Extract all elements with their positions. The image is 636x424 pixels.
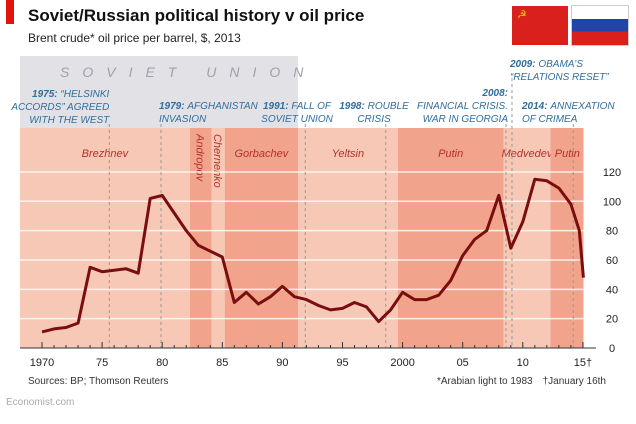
era-band — [298, 128, 398, 348]
russia-flag — [572, 6, 628, 45]
event-annotation: WAR IN GEORGIA — [423, 114, 509, 125]
brand: Economist.com — [6, 397, 75, 408]
event-annotation: INVASION — [159, 114, 207, 125]
footnotes: *Arabian light to 1983 †January 16th — [437, 376, 606, 387]
event-annotation: 1979: AFGHANISTAN — [159, 101, 259, 112]
x-tick-label: 2000 — [390, 357, 414, 369]
x-tick-label: 1970 — [30, 357, 54, 369]
y-tick-label: 100 — [603, 196, 621, 208]
footnote-january: †January 16th — [542, 376, 606, 387]
hammer-sickle-icon: ☭ — [517, 9, 527, 21]
y-tick-label: 40 — [606, 284, 618, 296]
era-label: Brezhnev — [82, 148, 130, 160]
event-annotation: 1998: ROUBLE — [339, 101, 409, 112]
event-annotation: “RELATIONS RESET” — [510, 72, 609, 83]
x-tick-label: 05 — [457, 357, 469, 369]
event-annotation: 1991: FALL OF — [263, 101, 332, 112]
era-label: Gorbachev — [234, 148, 289, 160]
ussr-flag: ☭ — [512, 6, 568, 45]
era-label: Yeltsin — [332, 148, 364, 160]
event-annotation: CRISIS — [357, 114, 391, 125]
era-label: Medvedev — [502, 148, 554, 160]
y-tick-label: 20 — [606, 314, 618, 326]
footnote-arabian: *Arabian light to 1983 — [436, 376, 533, 387]
event-annotation: WITH THE WEST — [29, 115, 110, 126]
band-fade — [583, 128, 593, 348]
era-band — [397, 128, 504, 348]
event-annotation: SOVIET UNION — [261, 114, 333, 125]
event-annotation: ACCORDS” AGREED — [10, 102, 109, 113]
event-annotation: OF CRIMEA — [522, 114, 578, 125]
red-tag — [6, 0, 14, 24]
y-tick-label: 0 — [609, 343, 615, 355]
x-tick-label: 95 — [336, 357, 348, 369]
era-label: Putin — [555, 148, 580, 160]
event-annotation: 1975: “HELSINKI — [32, 89, 109, 100]
event-annotation: 2008: — [481, 88, 508, 99]
y-tick-label: 60 — [606, 255, 618, 267]
x-tick-label: 10 — [517, 357, 529, 369]
era-band — [211, 128, 225, 348]
x-tick-label: 15† — [574, 357, 592, 369]
sources: Sources: BP; Thomson Reuters — [28, 376, 169, 387]
y-tick-label: 80 — [606, 226, 618, 238]
x-tick-label: 75 — [96, 357, 108, 369]
event-annotation: 2009: OBAMA’S — [509, 59, 583, 70]
soviet-union-label: SOVIET UNION — [60, 64, 316, 80]
oil-price-line — [41, 177, 585, 334]
era-label: Chernenko — [211, 134, 223, 188]
x-tick-label: 80 — [156, 357, 168, 369]
y-tick-label: 120 — [603, 167, 621, 179]
era-band — [224, 128, 299, 348]
era-band — [189, 128, 212, 348]
x-tick-label: 90 — [276, 357, 288, 369]
era-band — [503, 128, 551, 348]
era-label: Andropov — [194, 133, 206, 183]
era-band — [20, 128, 190, 348]
soviet-union-band — [20, 56, 299, 128]
event-annotation: FINANCIAL CRISIS. — [417, 101, 508, 112]
chart-subtitle: Brent crude* oil price per barrel, $, 20… — [28, 31, 241, 45]
chart-title: Soviet/Russian political history v oil p… — [28, 6, 365, 25]
x-tick-label: 85 — [216, 357, 228, 369]
event-annotation: 2014: ANNEXATION — [521, 101, 615, 112]
era-label: Putin — [438, 148, 463, 160]
